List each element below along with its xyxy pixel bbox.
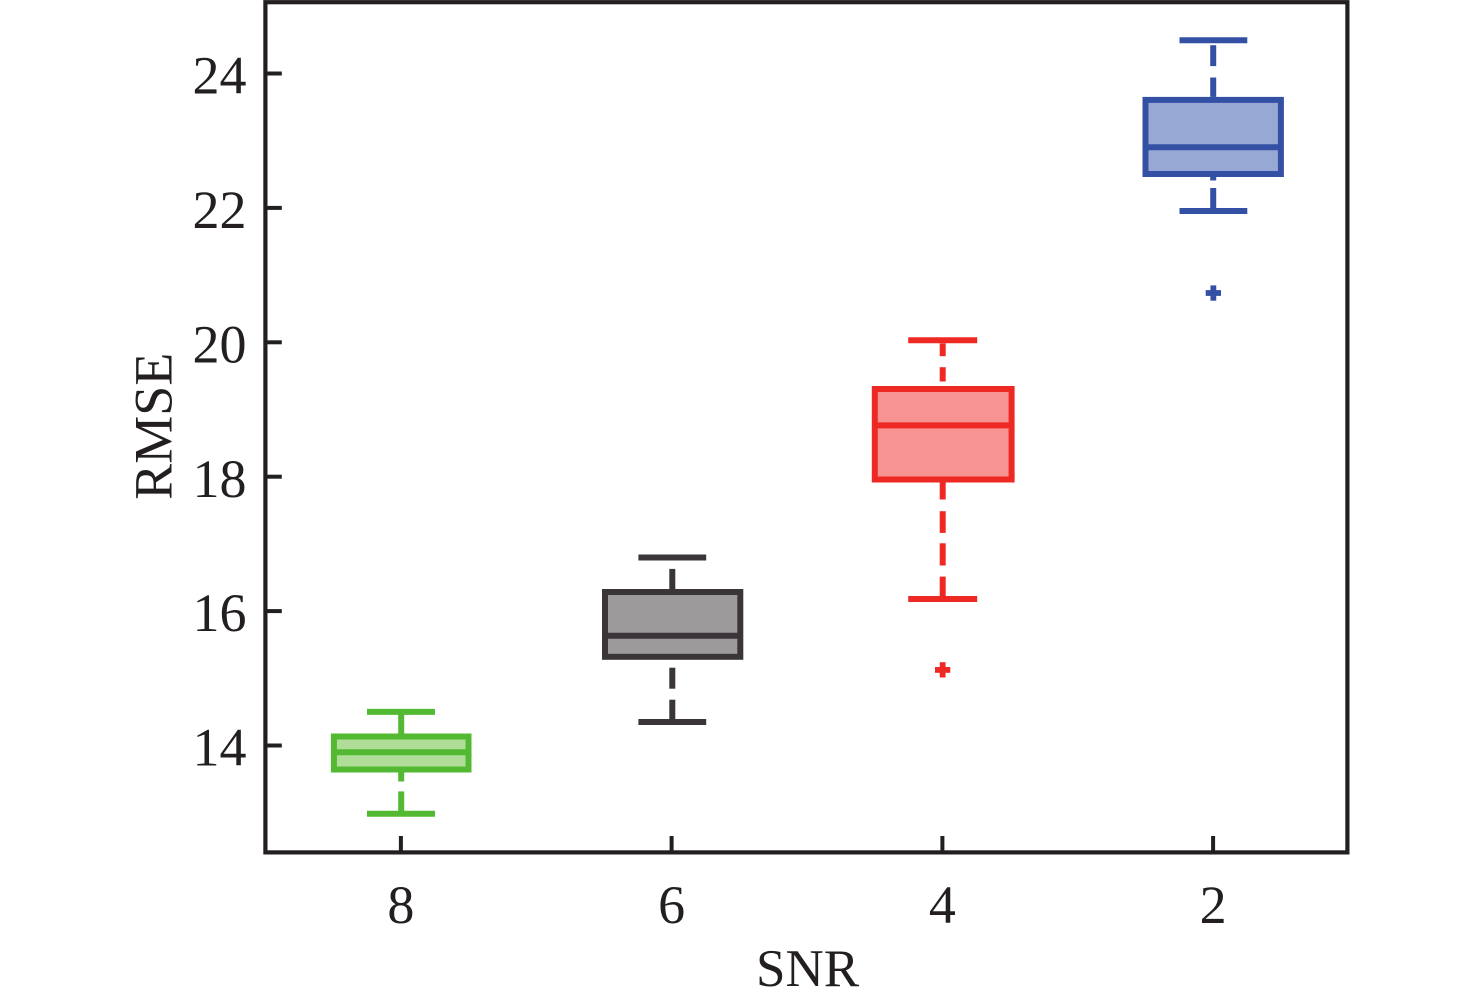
svg-text:20: 20 <box>193 314 247 374</box>
svg-text:4: 4 <box>929 875 956 935</box>
svg-text:18: 18 <box>193 449 247 509</box>
svg-text:SNR: SNR <box>756 940 860 998</box>
svg-text:RMSE: RMSE <box>124 353 184 500</box>
svg-text:16: 16 <box>193 583 247 643</box>
svg-text:14: 14 <box>193 718 247 778</box>
svg-text:2: 2 <box>1200 875 1227 935</box>
svg-text:22: 22 <box>193 180 247 240</box>
svg-text:6: 6 <box>658 875 685 935</box>
svg-text:8: 8 <box>387 875 414 935</box>
svg-text:24: 24 <box>193 46 247 106</box>
